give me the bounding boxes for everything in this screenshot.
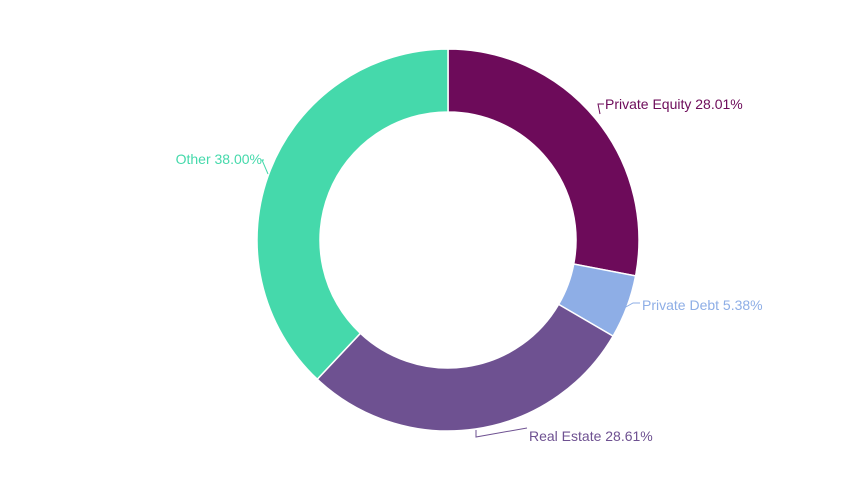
labels-layer: Private Equity 28.01% Private Debt 5.38% R… [176,96,763,444]
data-label-private-debt: Private Debt 5.38% [642,297,763,313]
data-label-real-estate: Real Estate 28.61% [529,428,653,444]
slice-private-equity[interactable] [447,48,640,277]
data-label-other: Other 38.00% [176,151,262,167]
leader-line-private-debt [623,302,640,309]
leader-lines-layer [261,103,640,438]
slice-other[interactable] [256,48,449,381]
leader-line-real-estate [475,427,528,438]
leader-line-private-equity [597,103,604,115]
data-label-private-equity: Private Equity 28.01% [605,96,743,112]
slices-layer [256,48,640,432]
leader-line-other [261,159,269,175]
slice-real-estate[interactable] [316,303,615,432]
